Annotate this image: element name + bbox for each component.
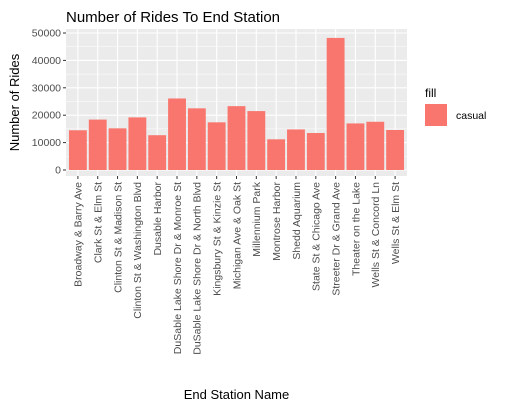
legend-title: fill — [425, 86, 436, 100]
x-tick-label: Clark St & Elm St — [93, 182, 105, 263]
x-tick-label: Broadway & Barry Ave — [73, 182, 85, 287]
x-tick-label: State St & Chicago Ave — [311, 182, 323, 291]
legend-label-casual: casual — [456, 110, 486, 122]
bar — [128, 117, 147, 170]
bar — [267, 139, 286, 170]
bar — [148, 135, 167, 170]
x-axis: Broadway & Barry Ave Clark St & Elm St Cli… — [73, 176, 402, 355]
y-tick-label: 30000 — [32, 82, 61, 94]
bars — [68, 37, 405, 170]
x-tick-label: Wells St & Concord Ln — [370, 182, 382, 288]
y-tick-label: 50000 — [32, 28, 61, 40]
x-tick-label: Streeter Dr & Grand Ave — [330, 182, 342, 296]
y-tick-label: 40000 — [32, 55, 61, 67]
y-axis-title: Number of Rides — [7, 53, 22, 151]
x-tick-label: Michigan Ave & Oak St — [231, 182, 243, 289]
x-tick-label: Clinton St & Washington Blvd — [132, 182, 144, 319]
chart-title: Number of Rides To End Station — [66, 9, 280, 26]
bar — [287, 129, 305, 170]
x-tick-label: Dusable Harbor — [152, 182, 164, 256]
x-tick-label: Theater on the Lake — [350, 182, 362, 276]
y-tick-label: 0 — [55, 165, 61, 177]
x-tick-label: Shedd Aquarium — [291, 182, 303, 260]
bar — [88, 119, 107, 170]
x-tick-label: DuSable Lake Shore Dr & North Blvd — [192, 182, 204, 355]
x-tick-label: Kingsbury St & Kinzie St — [211, 182, 223, 296]
bar — [227, 106, 246, 170]
y-axis: 0 10000 20000 30000 40000 50000 — [32, 28, 66, 177]
legend-key-casual — [425, 104, 447, 126]
bar — [187, 108, 206, 170]
bar — [386, 129, 405, 170]
legend: fill casual — [425, 86, 486, 126]
x-tick-label: Montrose Harbor — [271, 181, 283, 260]
bar — [168, 98, 186, 170]
x-axis-title: End Station Name — [184, 387, 290, 402]
y-tick-label: 20000 — [32, 110, 61, 122]
bar — [68, 130, 87, 170]
x-tick-label: DuSable Lake Shore Dr & Monroe St — [172, 182, 184, 354]
bar — [366, 121, 385, 170]
bar — [108, 128, 127, 170]
bar — [207, 122, 226, 170]
x-tick-label: Wells St & Elm St — [390, 182, 402, 264]
bar — [326, 37, 345, 170]
bar — [247, 111, 266, 170]
y-tick-label: 10000 — [32, 137, 61, 149]
bar — [346, 123, 365, 170]
bar — [306, 133, 325, 170]
x-tick-label: Clinton St & Madison St — [112, 182, 124, 293]
x-tick-label: Millennium Park — [251, 181, 263, 256]
